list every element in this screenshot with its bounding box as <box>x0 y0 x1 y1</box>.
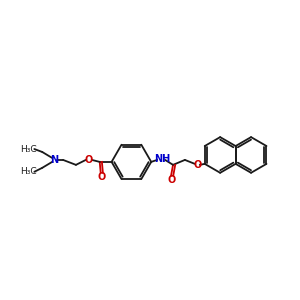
Text: O: O <box>168 175 176 185</box>
Text: H₃C: H₃C <box>20 145 37 154</box>
Text: O: O <box>194 160 202 170</box>
Text: N: N <box>50 155 58 165</box>
Text: H₃C: H₃C <box>20 167 37 176</box>
Text: O: O <box>98 172 106 182</box>
Text: NH: NH <box>154 154 170 164</box>
Text: O: O <box>85 155 93 165</box>
